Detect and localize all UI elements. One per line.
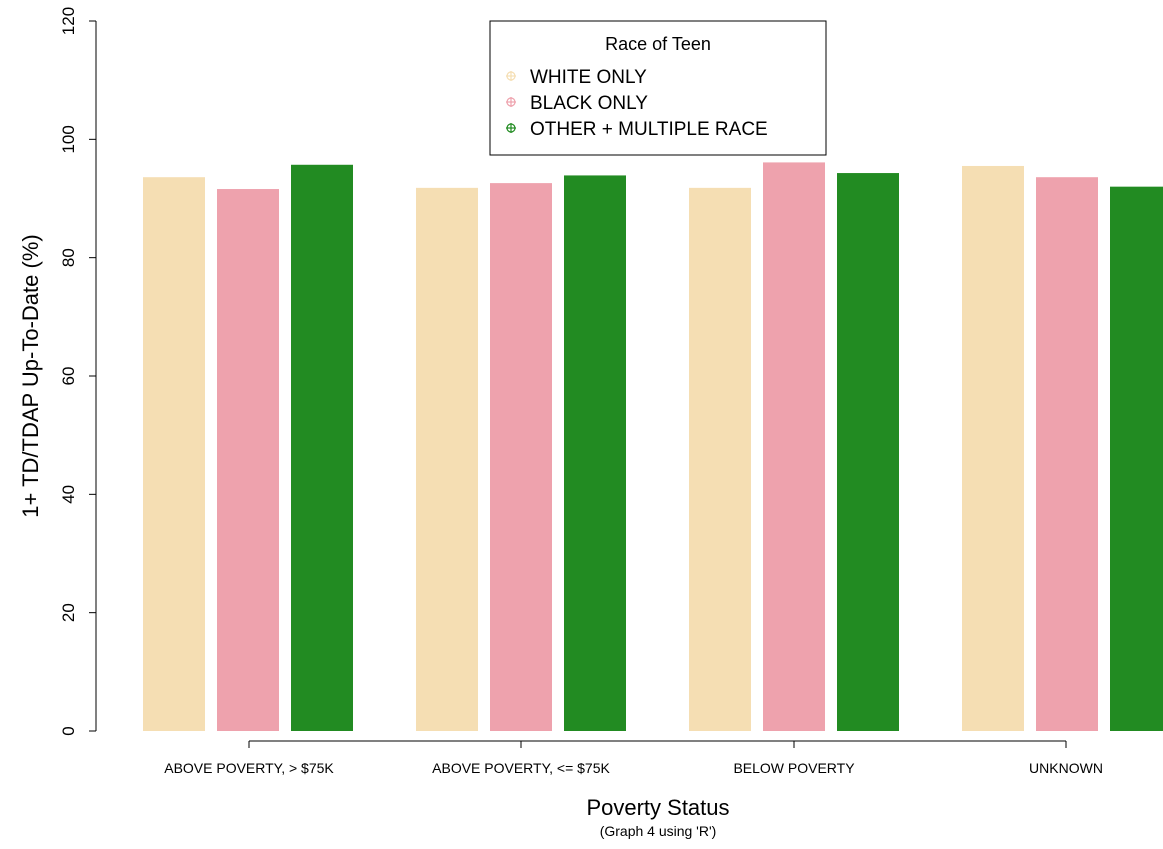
legend-label: OTHER + MULTIPLE RACE xyxy=(530,119,768,140)
legend-symbol xyxy=(506,97,516,107)
bar xyxy=(143,177,205,731)
x-tick-label: ABOVE POVERTY, > $75K xyxy=(164,760,334,776)
bar xyxy=(1036,177,1098,731)
legend: Race of Teen WHITE ONLY BLACK ONLY OTHER +… xyxy=(489,20,827,156)
y-tick-label: 100 xyxy=(59,125,78,153)
x-axis: ABOVE POVERTY, > $75K ABOVE POVERTY, <= $… xyxy=(164,740,1103,776)
bar xyxy=(291,164,353,731)
y-axis-label: 1+ TD/TDAP Up-To-Date (%) xyxy=(18,234,43,517)
y-axis: 0 20 40 60 80 100 120 xyxy=(59,7,97,736)
bar xyxy=(962,165,1024,732)
legend-title: Race of Teen xyxy=(605,34,711,54)
legend-items: WHITE ONLY BLACK ONLY OTHER + MULTIPLE RAC… xyxy=(506,67,768,140)
bar xyxy=(490,183,552,731)
x-axis-sublabel: (Graph 4 using 'R') xyxy=(600,823,717,839)
y-tick-label: 0 xyxy=(59,726,78,735)
y-tick-label: 40 xyxy=(59,485,78,504)
legend-label: WHITE ONLY xyxy=(530,67,647,88)
bars-group xyxy=(143,162,1163,732)
x-tick-label: ABOVE POVERTY, <= $75K xyxy=(432,760,610,776)
y-tick-label: 80 xyxy=(59,248,78,267)
x-tick-label: BELOW POVERTY xyxy=(733,760,855,776)
legend-symbol xyxy=(506,123,516,133)
bar xyxy=(217,189,279,732)
x-axis-label: Poverty Status xyxy=(586,795,729,820)
bar xyxy=(416,187,478,732)
legend-box xyxy=(489,20,827,156)
y-tick-label: 60 xyxy=(59,367,78,386)
x-tick-label: UNKNOWN xyxy=(1029,760,1103,776)
bar xyxy=(837,173,899,731)
bar xyxy=(1110,186,1163,731)
bar xyxy=(763,162,825,732)
bar xyxy=(564,175,626,732)
legend-label: BLACK ONLY xyxy=(530,93,648,114)
bar xyxy=(689,187,751,732)
y-tick-label: 20 xyxy=(59,603,78,622)
y-tick-label: 120 xyxy=(59,7,78,35)
legend-symbol xyxy=(506,71,516,81)
